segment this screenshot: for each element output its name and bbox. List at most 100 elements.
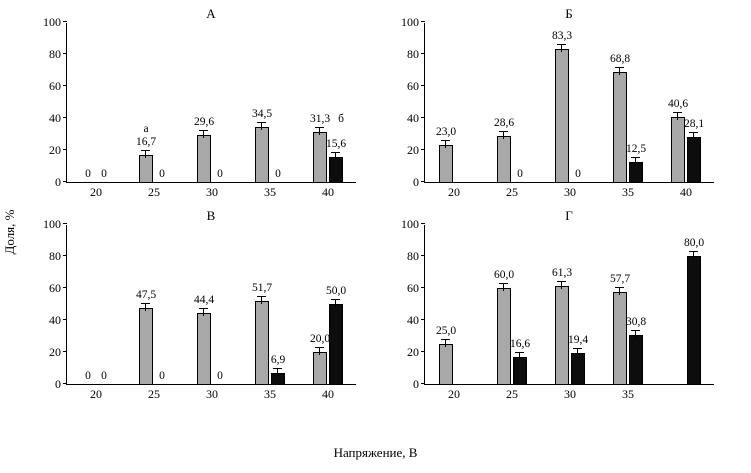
bar-value-label: 16,6 bbox=[509, 338, 531, 351]
y-tick-mark bbox=[421, 351, 425, 352]
bar-value-label: 20,0 bbox=[309, 333, 331, 345]
zero-value-label: 0 bbox=[101, 370, 107, 382]
gray-bar bbox=[497, 288, 511, 384]
chart-row-bottom: В 0 20 40 60 80 100 20 0 0 25 47,5 0 30 44,4 0 35 51,7 6,… bbox=[26, 208, 728, 410]
y-tick-label: 20 bbox=[407, 345, 419, 359]
y-tick-label: 60 bbox=[49, 281, 61, 295]
error-bar bbox=[689, 251, 698, 259]
gray-bar bbox=[197, 312, 211, 384]
error-bar bbox=[673, 112, 682, 121]
y-tick-mark bbox=[63, 181, 67, 182]
bar-value-label: 16,7 bbox=[135, 136, 157, 149]
error-bar bbox=[141, 150, 150, 159]
x-axis-label: Напряжение, В bbox=[333, 445, 418, 460]
error-bar bbox=[315, 347, 324, 355]
error-bar-line bbox=[335, 152, 336, 161]
x-tick-label: 25 bbox=[506, 185, 518, 199]
gray-bar bbox=[613, 71, 627, 182]
error-bar-line bbox=[519, 352, 520, 361]
bar-value-label: 25,0 bbox=[435, 325, 457, 337]
gray-bar bbox=[255, 126, 269, 182]
bar-value-label: 50,0 bbox=[325, 285, 347, 297]
y-tick-mark bbox=[421, 21, 425, 22]
y-tick-mark bbox=[421, 117, 425, 118]
error-bar-line bbox=[445, 140, 446, 149]
y-tick-label: 0 bbox=[55, 175, 61, 189]
error-bar-line bbox=[277, 367, 278, 376]
gray-bar bbox=[439, 344, 453, 384]
y-tick-mark bbox=[63, 255, 67, 256]
gray-bar bbox=[313, 352, 327, 384]
y-tick-label: 80 bbox=[407, 47, 419, 61]
error-bar-line bbox=[677, 112, 678, 121]
error-bar-line bbox=[319, 126, 320, 135]
error-bar bbox=[257, 121, 266, 130]
panel-title: А bbox=[206, 6, 216, 21]
error-bar-line bbox=[445, 339, 446, 347]
y-tick-label: 60 bbox=[49, 79, 61, 93]
error-bar bbox=[689, 132, 698, 141]
error-bar bbox=[199, 307, 208, 316]
y-tick-mark bbox=[63, 149, 67, 150]
y-tick-mark bbox=[421, 255, 425, 256]
bar-value-label: 30,8 bbox=[625, 315, 647, 328]
error-bar-line bbox=[503, 131, 504, 140]
gray-bar bbox=[555, 285, 569, 384]
x-tick-label: 40 bbox=[322, 387, 334, 401]
y-tick-label: 0 bbox=[413, 175, 419, 189]
y-tick-label: 20 bbox=[49, 143, 61, 157]
y-tick-label: 40 bbox=[49, 111, 61, 125]
y-tick-mark bbox=[421, 85, 425, 86]
error-bar-line bbox=[693, 132, 694, 141]
x-tick-label: 20 bbox=[448, 387, 460, 401]
error-bar-line bbox=[635, 157, 636, 165]
black-bar bbox=[271, 372, 285, 384]
plot-area: 0 20 40 60 80 100 20 0 0 25 47,5 0 30 44,4 0 35 51,7 6,9 4… bbox=[43, 218, 356, 401]
error-bar bbox=[273, 367, 282, 376]
error-bar bbox=[557, 43, 566, 52]
y-tick-mark bbox=[63, 351, 67, 352]
bar-value-label: 31,3 bbox=[309, 112, 331, 125]
x-tick-label: 20 bbox=[90, 185, 102, 199]
gray-bar bbox=[613, 291, 627, 384]
error-bar bbox=[631, 329, 640, 338]
y-tick-label: 40 bbox=[49, 313, 61, 327]
gray-bar bbox=[439, 145, 453, 182]
x-tick-label: 30 bbox=[564, 185, 576, 199]
error-bar bbox=[257, 296, 266, 305]
error-bar bbox=[331, 299, 340, 307]
error-bar-line bbox=[145, 303, 146, 311]
y-tick-label: 20 bbox=[49, 345, 61, 359]
x-tick-label: 20 bbox=[90, 387, 102, 401]
y-tick-label: 40 bbox=[407, 111, 419, 125]
gray-bar bbox=[139, 155, 153, 182]
bar-value-label: 47,5 bbox=[135, 289, 157, 301]
y-tick-label: 80 bbox=[49, 249, 61, 263]
bar-value-label: 57,7 bbox=[609, 272, 631, 285]
y-axis-label: Доля, % bbox=[2, 209, 17, 255]
chart-panel-b: Б 0 20 40 60 80 100 20 23,0 25 28,6 0 30 83,3 0 35 68,8… bbox=[384, 6, 728, 208]
x-tick-label: 30 bbox=[206, 387, 218, 401]
significance-marker: б bbox=[338, 112, 344, 125]
black-bar bbox=[687, 137, 701, 182]
bar-value-label: 6,9 bbox=[270, 353, 286, 366]
chart-row-top: А 0 20 40 60 80 100 20 0 0 25 16,7 а 0 30 29,6 0 35 34,5 0… bbox=[26, 6, 728, 208]
bar-value-label: 44,4 bbox=[193, 293, 215, 306]
y-tick-label: 0 bbox=[55, 377, 61, 391]
plot-area: 0 20 40 60 80 100 20 0 0 25 16,7 а 0 30 29,6 0 35 34,5 0 40… bbox=[43, 16, 356, 199]
error-bar bbox=[499, 283, 508, 291]
y-tick-mark bbox=[63, 85, 67, 86]
bar-value-label: 28,1 bbox=[683, 118, 705, 131]
bar-value-label: 15,6 bbox=[325, 138, 347, 151]
error-bar-line bbox=[503, 283, 504, 291]
gray-bar bbox=[497, 136, 511, 182]
error-bar-line bbox=[203, 129, 204, 138]
y-tick-mark bbox=[421, 53, 425, 54]
bar-value-label: 40,6 bbox=[667, 98, 689, 111]
y-tick-mark bbox=[63, 319, 67, 320]
bar-value-label: 51,7 bbox=[251, 282, 273, 295]
gray-bar bbox=[139, 308, 153, 384]
y-tick-mark bbox=[63, 223, 67, 224]
y-tick-label: 60 bbox=[407, 79, 419, 93]
y-tick-label: 100 bbox=[43, 15, 61, 29]
